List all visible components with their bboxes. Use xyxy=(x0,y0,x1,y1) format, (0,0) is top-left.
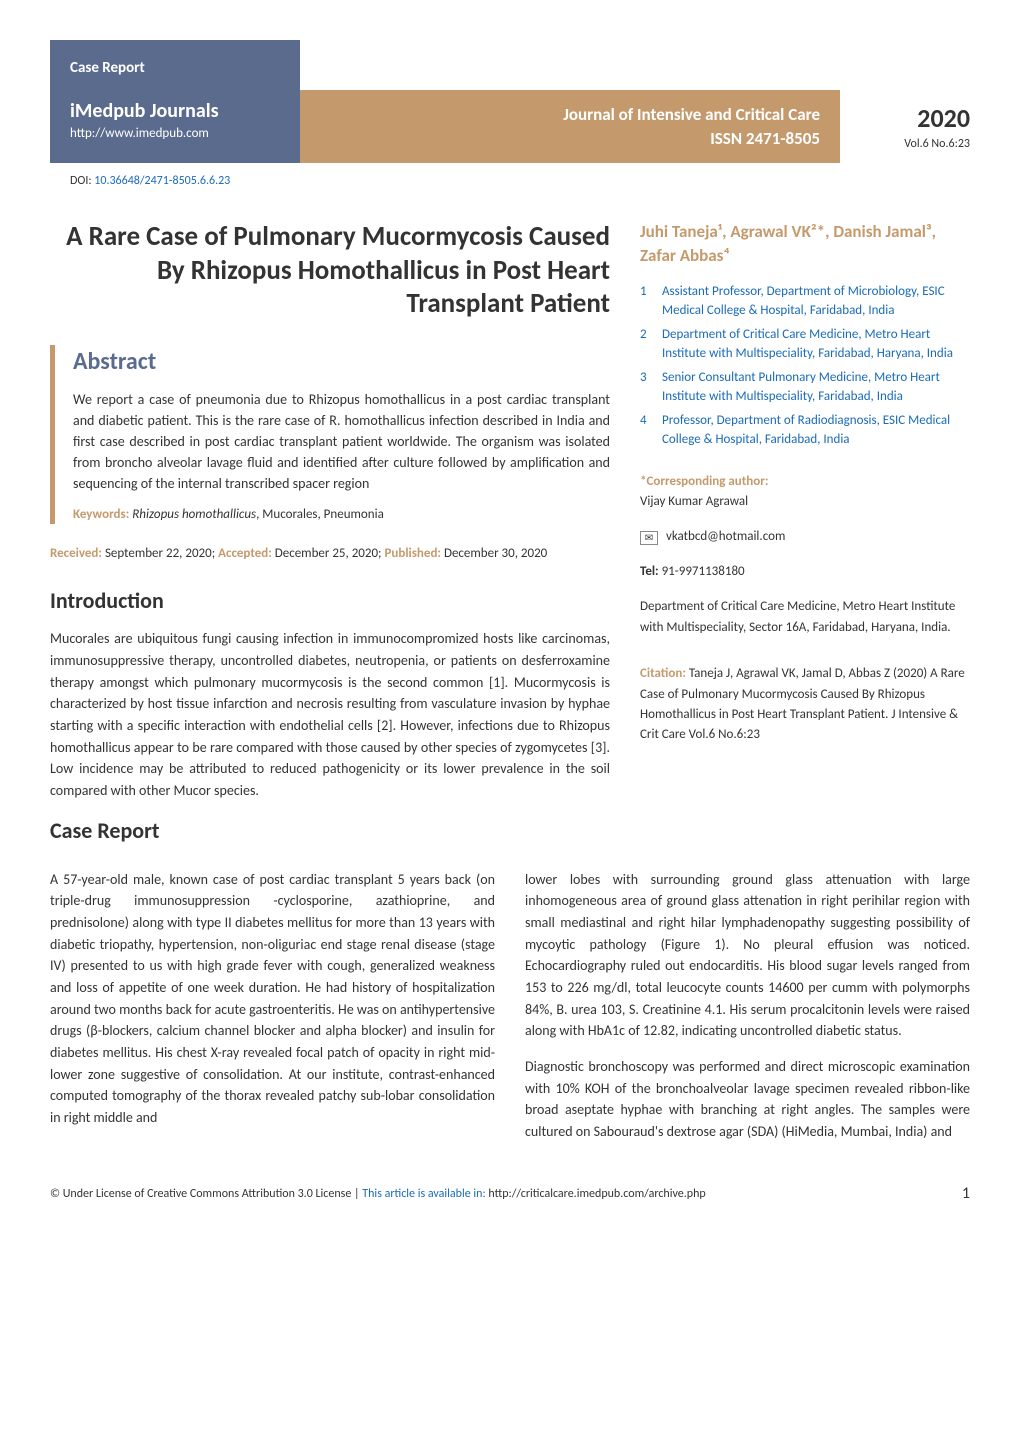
header-banner: Case Report iMedpub Journals http://www.… xyxy=(50,40,970,163)
received-date: September 22, 2020; xyxy=(105,546,218,561)
corresponding-tel: 91-9971138180 xyxy=(662,564,745,579)
doi-line: DOI: 10.36648/2471-8505.6.6.23 xyxy=(70,173,970,190)
abstract-heading: Abstract xyxy=(73,345,610,379)
corresponding-label: *Corresponding author: xyxy=(640,474,768,489)
publisher-block: Case Report iMedpub Journals http://www.… xyxy=(50,40,300,163)
keywords-rest: , Mucorales, Pneumonia xyxy=(256,507,384,522)
corresponding-name: Vijay Kumar Agrawal xyxy=(640,492,970,513)
article-title: A Rare Case of Pulmonary Mucormycosis Ca… xyxy=(50,220,610,321)
authors: Juhi Taneja¹, Agrawal VK²*, Danish Jamal… xyxy=(640,220,970,268)
publication-year: 2020 xyxy=(917,100,970,136)
tel-label: Tel: xyxy=(640,564,662,579)
keywords-italic: Rhizopus homothallicus xyxy=(132,507,256,522)
introduction-heading: Introduction xyxy=(50,586,610,617)
publisher-title: iMedpub Journals xyxy=(70,97,280,125)
affil-text: Department of Critical Care Medicine, Me… xyxy=(662,325,970,364)
case-report-col2: lower lobes with surrounding ground glas… xyxy=(525,869,970,1143)
abstract-body: We report a case of pneumonia due to Rhi… xyxy=(73,389,610,494)
corresponding-address: Department of Critical Care Medicine, Me… xyxy=(640,597,970,639)
affiliation-item: 1 Assistant Professor, Department of Mic… xyxy=(640,282,970,321)
received-label: Received: xyxy=(50,546,105,561)
issn: ISSN 2471-8505 xyxy=(710,127,820,151)
volume-issue: Vol.6 No.6:23 xyxy=(904,136,970,153)
affiliation-item: 2 Department of Critical Care Medicine, … xyxy=(640,325,970,364)
case-report-body-columns: A 57-year-old male, known case of post c… xyxy=(50,869,970,1143)
affiliation-item: 4 Professor, Department of Radiodiagnosi… xyxy=(640,411,970,450)
left-column: A Rare Case of Pulmonary Mucormycosis Ca… xyxy=(50,220,610,859)
email-row: ✉ vkatbcd@hotmail.com xyxy=(640,527,970,548)
publisher-url[interactable]: http://www.imedpub.com xyxy=(70,125,280,143)
published-date: December 30, 2020 xyxy=(444,546,547,561)
published-label: Published: xyxy=(384,546,443,561)
accepted-label: Accepted: xyxy=(218,546,275,561)
footer-left: © Under License of Creative Commons Attr… xyxy=(50,1186,706,1203)
affil-text: Assistant Professor, Department of Micro… xyxy=(662,282,970,321)
affil-num: 4 xyxy=(640,411,652,450)
year-block: 2020 Vol.6 No.6:23 xyxy=(840,90,970,163)
affiliation-item: 3 Senior Consultant Pulmonary Medicine, … xyxy=(640,368,970,407)
page-number: 1 xyxy=(962,1183,970,1205)
tel-row: Tel: 91-9971138180 xyxy=(640,562,970,583)
corresponding-author-block: *Corresponding author: Vijay Kumar Agraw… xyxy=(640,472,970,639)
abstract-box: Abstract We report a case of pneumonia d… xyxy=(50,345,610,524)
affil-text: Senior Consultant Pulmonary Medicine, Me… xyxy=(662,368,970,407)
citation-label: Citation: xyxy=(640,666,689,681)
journal-block: Journal of Intensive and Critical Care I… xyxy=(300,90,840,163)
footer: © Under License of Creative Commons Attr… xyxy=(50,1183,970,1205)
accepted-date: December 25, 2020; xyxy=(275,546,385,561)
case-report-col2a: lower lobes with surrounding ground glas… xyxy=(525,869,970,1043)
affil-text: Professor, Department of Radiodiagnosis,… xyxy=(662,411,970,450)
dates-line: Received: September 22, 2020; Accepted: … xyxy=(50,544,610,564)
doi-link[interactable]: 10.36648/2471-8505.6.6.23 xyxy=(94,174,230,188)
affiliations: 1 Assistant Professor, Department of Mic… xyxy=(640,282,970,450)
case-report-heading: Case Report xyxy=(50,816,610,847)
availability-label: This article is available in: xyxy=(362,1187,488,1201)
email-icon: ✉ xyxy=(640,531,658,545)
case-report-label: Case Report xyxy=(70,58,280,79)
introduction-body: Mucorales are ubiquitous fungi causing i… xyxy=(50,628,610,802)
affil-num: 3 xyxy=(640,368,652,407)
keywords-label: Keywords: xyxy=(73,507,132,522)
citation-text: Taneja J, Agrawal VK, Jamal D, Abbas Z (… xyxy=(640,666,965,741)
license-text: © Under License of Creative Commons Attr… xyxy=(50,1187,362,1201)
doi-label: DOI: xyxy=(70,174,94,188)
affil-num: 1 xyxy=(640,282,652,321)
affil-num: 2 xyxy=(640,325,652,364)
keywords: Keywords: Rhizopus homothallicus, Mucora… xyxy=(73,506,610,524)
case-report-col1: A 57-year-old male, known case of post c… xyxy=(50,869,495,1143)
case-report-col2b: Diagnostic bronchoscopy was performed an… xyxy=(525,1056,970,1143)
citation-block: Citation: Taneja J, Agrawal VK, Jamal D,… xyxy=(640,664,970,745)
availability-url[interactable]: http://criticalcare.imedpub.com/archive.… xyxy=(488,1187,705,1201)
journal-name: Journal of Intensive and Critical Care xyxy=(563,103,820,127)
corresponding-email[interactable]: vkatbcd@hotmail.com xyxy=(666,527,785,548)
right-column: Juhi Taneja¹, Agrawal VK²*, Danish Jamal… xyxy=(640,220,970,859)
